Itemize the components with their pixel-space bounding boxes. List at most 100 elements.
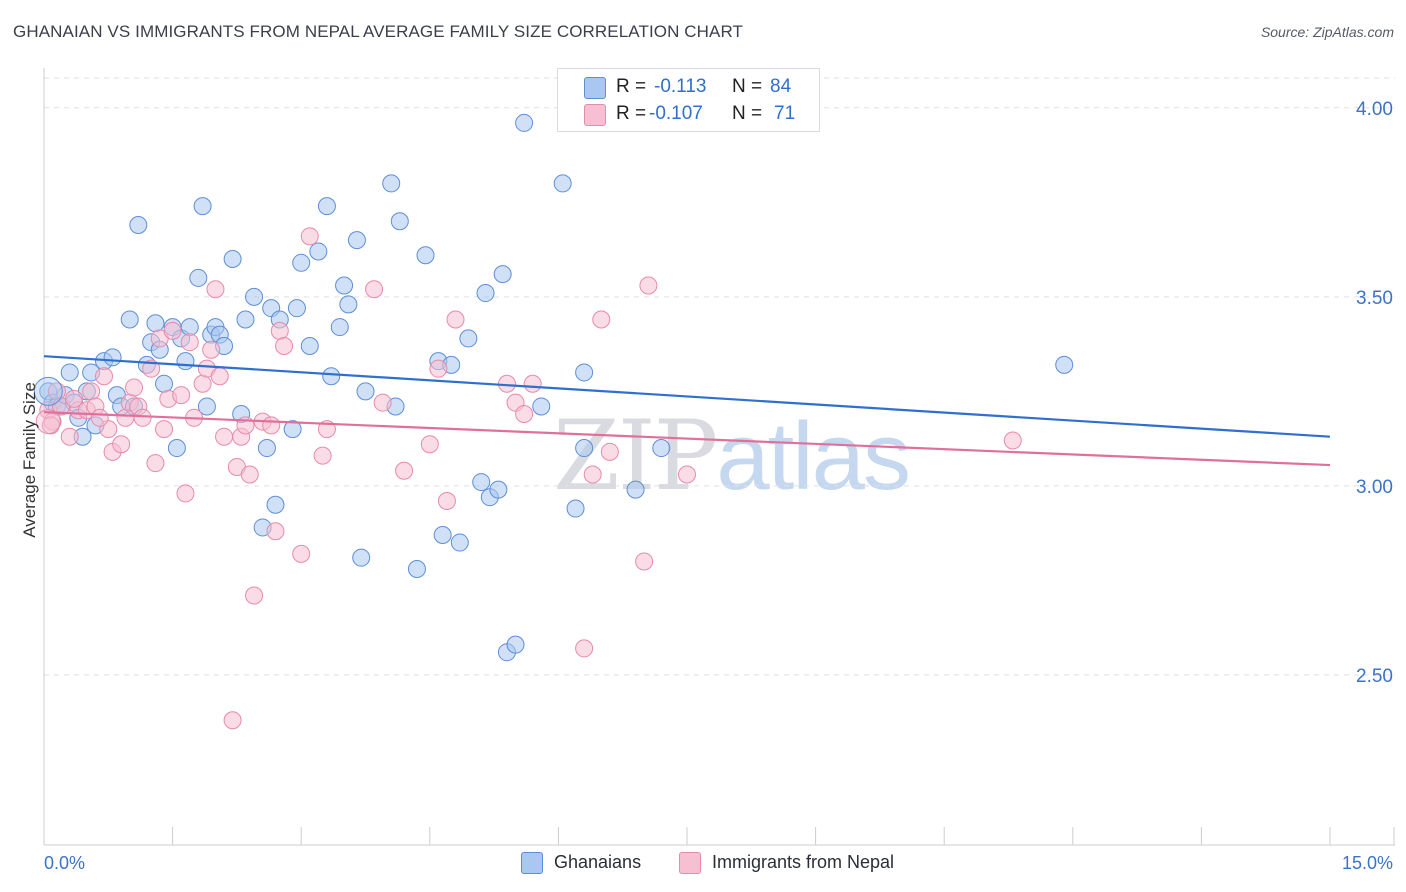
ghanaian-point: [347, 231, 366, 250]
axis-layer: [43, 68, 1395, 846]
y-tick-label: 4.00: [1356, 99, 1393, 120]
ghanaian-point: [433, 526, 452, 544]
ghanaian-point: [266, 495, 285, 514]
ghanaian-point: [493, 265, 512, 284]
chart-title: GHANAIAN VS IMMIGRANTS FROM NEPAL AVERAG…: [13, 22, 744, 41]
points-layer: [33, 113, 1074, 730]
nepal-point: [65, 389, 84, 408]
stats-legend: R = -0.113 N = 84 R = -0.107 N = 71: [557, 68, 820, 132]
source-credit: Source: ZipAtlas.com: [1260, 24, 1394, 40]
n-value: 71: [774, 103, 796, 124]
nepal-point: [180, 333, 199, 352]
nepal-trend-line: [43, 411, 1331, 467]
ghanaian-point: [356, 382, 375, 401]
ghanaian-point: [416, 246, 435, 265]
ghanaian-point: [476, 284, 495, 303]
nepal-point: [142, 359, 161, 378]
ghanaian-point: [129, 216, 148, 234]
ghanaian-point: [382, 174, 401, 193]
nepal-point: [420, 435, 439, 454]
nepal-point: [515, 405, 534, 424]
nepal-legend-label: Immigrants from Nepal: [712, 852, 895, 872]
n-label: N =: [732, 76, 763, 97]
nepal-point: [275, 336, 294, 355]
y-tick-label: 3.00: [1356, 477, 1393, 498]
y-tick-label: 2.50: [1356, 666, 1393, 687]
nepal-point: [125, 378, 144, 397]
ghanaian-point: [287, 299, 306, 318]
ghanaian-point: [176, 352, 195, 371]
nepal-point: [523, 374, 542, 393]
ghanaians-legend-swatch: [521, 852, 543, 874]
ghanaian-point: [553, 174, 572, 193]
ghanaian-point: [283, 420, 302, 439]
ghanaian-point: [652, 439, 671, 458]
nepal-point: [202, 340, 221, 359]
nepal-point: [95, 367, 114, 386]
ghanaian-point: [155, 374, 174, 393]
ghanaian-point: [180, 318, 199, 337]
nepal-point: [365, 280, 384, 299]
ghanaian-point: [257, 439, 276, 458]
ghanaian-point: [1055, 355, 1074, 374]
nepal-point: [35, 409, 61, 435]
nepal-point: [82, 382, 101, 401]
ghanaian-point: [197, 397, 216, 416]
ghanaian-point: [292, 253, 311, 272]
ghanaian-point: [626, 480, 645, 499]
nepal-legend-swatch: [679, 852, 701, 874]
r-value: -0.113: [654, 76, 707, 97]
ghanaian-point: [407, 560, 426, 579]
ghanaian-point: [339, 295, 358, 314]
ghanaian-point: [120, 310, 139, 329]
nepal-point: [635, 552, 654, 571]
ghanaian-point: [236, 310, 255, 329]
ghanaian-point: [322, 367, 341, 386]
ghanaian-point: [566, 499, 585, 518]
ghanaian-point: [515, 113, 534, 132]
nepal-point: [266, 522, 285, 541]
r-label: R =: [616, 76, 647, 97]
nepal-point: [155, 420, 174, 439]
nepal-point: [163, 321, 182, 340]
nepal-point: [193, 374, 212, 393]
r-label: R =: [616, 103, 647, 124]
n-label: N =: [732, 103, 763, 124]
ghanaian-trend-line: [43, 355, 1331, 438]
nepal-point: [300, 227, 319, 246]
nepal-point: [133, 408, 152, 427]
ghanaian-point: [575, 439, 594, 458]
nepal-point: [575, 639, 594, 658]
ghanaian-point: [223, 250, 242, 269]
ghanaian-point: [335, 276, 354, 295]
nepal-point: [600, 442, 619, 461]
nepal-point: [270, 321, 289, 340]
ghanaian-point: [450, 533, 469, 552]
stats-row-nepal: R = -0.107 N = 71: [558, 101, 819, 127]
stats-row-ghanaians: R = -0.113 N = 84: [558, 74, 819, 100]
ghanaian-point: [575, 363, 594, 382]
nepal-point: [592, 310, 611, 329]
nepal-point: [1003, 431, 1022, 450]
ghanaian-point: [317, 197, 336, 216]
nepal-point: [146, 454, 165, 473]
ghanaian-point: [167, 439, 186, 458]
nepal-point: [112, 435, 131, 454]
ghanaian-point: [33, 376, 63, 406]
ghanaian-point: [352, 548, 371, 567]
n-value: 84: [770, 76, 792, 97]
ghanaian-point: [193, 197, 212, 216]
nepal-point: [437, 491, 456, 510]
nepal-point: [60, 427, 79, 446]
ghanaian-point: [390, 212, 409, 231]
ghanaian-point: [309, 242, 328, 261]
ghanaian-point: [489, 480, 508, 499]
nepal-point: [245, 586, 264, 605]
ghanaian-point: [146, 314, 165, 333]
nepal-point: [210, 367, 229, 386]
tick-label-layer: 2.50 3.00 3.50 4.00 0.0% 15.0%: [44, 99, 1393, 873]
nepal-point: [395, 461, 414, 480]
nepal-point: [292, 544, 311, 563]
ghanaian-point: [60, 363, 79, 382]
ghanaians-swatch: [584, 77, 606, 99]
